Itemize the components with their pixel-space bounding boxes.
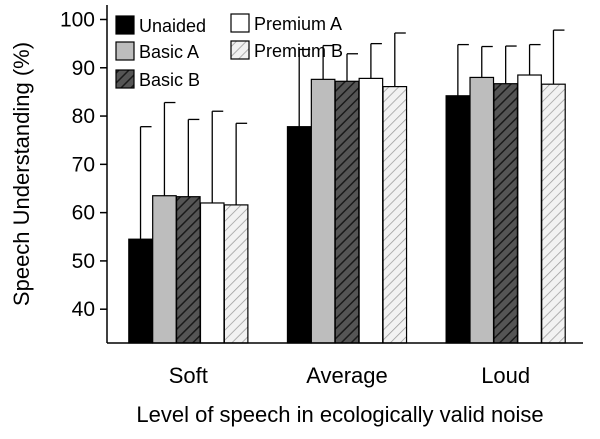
bar-basic-b-soft: [175, 196, 201, 344]
error-bar-basic-b-average: [346, 53, 358, 82]
legend-label: Basic A: [139, 42, 199, 62]
legend-item-basic-b: Basic B: [115, 69, 200, 90]
bar-premium-a-soft: [199, 202, 225, 344]
y-axis-title: Speech Understanding (%): [9, 42, 34, 306]
bar-basic-b-average: [334, 80, 360, 344]
error-bar-basic-b-loud: [505, 45, 517, 84]
legend-label: Premium A: [254, 14, 342, 34]
legend-item-premium-a: Premium A: [230, 13, 342, 34]
x-axis-title: Level of speech in ecologically valid no…: [136, 402, 543, 427]
x-category-labels: Soft Average Loud: [169, 363, 530, 388]
legend-swatch: [230, 13, 250, 33]
bar-premium-b-soft: [223, 204, 249, 344]
legend-swatch: [230, 40, 250, 60]
bar-premium-b-average: [382, 86, 408, 344]
error-bars: [139, 29, 565, 240]
bar-premium-a-loud: [517, 74, 542, 344]
error-bar-premium-b-average: [394, 32, 406, 87]
bar-unaided-average: [286, 126, 312, 344]
y-tick-label: 90: [72, 57, 95, 80]
error-bar-premium-a-loud: [528, 43, 541, 76]
bars: [128, 74, 566, 344]
y-ticks: 40 50 60 70 80 90 100: [60, 8, 107, 321]
error-bar-premium-a-average: [370, 42, 382, 79]
bar-basic-a-loud: [469, 76, 495, 344]
error-bar-unaided-soft: [139, 126, 152, 240]
error-bar-premium-a-soft: [211, 110, 224, 203]
error-bar-premium-b-loud: [552, 29, 565, 85]
legend-swatch: [115, 69, 135, 89]
legend: Unaided Basic A Basic B Premium A Premium B: [115, 13, 343, 90]
error-bar-premium-b-soft: [235, 122, 248, 205]
y-tick-label: 100: [60, 8, 95, 31]
y-tick-label: 70: [72, 153, 95, 176]
x-category-label: Loud: [481, 363, 530, 388]
bar-basic-a-average: [310, 78, 336, 344]
legend-swatch: [115, 15, 135, 35]
error-bar-basic-b-soft: [187, 118, 200, 197]
bar-premium-b-loud: [541, 83, 566, 344]
y-tick-label: 80: [72, 105, 95, 128]
error-bar-unaided-loud: [457, 43, 469, 96]
bar-premium-a-average: [358, 77, 384, 344]
error-bar-basic-a-loud: [481, 45, 493, 78]
y-tick-label: 60: [72, 202, 95, 225]
legend-label: Premium B: [254, 41, 343, 61]
error-bar-basic-a-soft: [163, 101, 176, 196]
y-tick-label: 50: [72, 250, 95, 273]
legend-swatch: [115, 41, 135, 61]
legend-label: Unaided: [139, 16, 206, 36]
legend-item-premium-b: Premium B: [230, 40, 343, 61]
x-category-label: Average: [306, 363, 388, 388]
error-bar-unaided-average: [298, 48, 311, 127]
legend-item-basic-a: Basic A: [115, 41, 199, 62]
y-tick-label: 40: [72, 298, 95, 321]
error-bar-basic-a-average: [322, 44, 335, 80]
bar-basic-b-loud: [493, 83, 519, 344]
legend-item-unaided: Unaided: [115, 15, 206, 36]
x-category-label: Soft: [169, 363, 208, 388]
bar-basic-a-soft: [152, 195, 177, 344]
bar-unaided-soft: [128, 238, 153, 344]
legend-label: Basic B: [139, 70, 200, 90]
bar-unaided-loud: [445, 95, 471, 344]
